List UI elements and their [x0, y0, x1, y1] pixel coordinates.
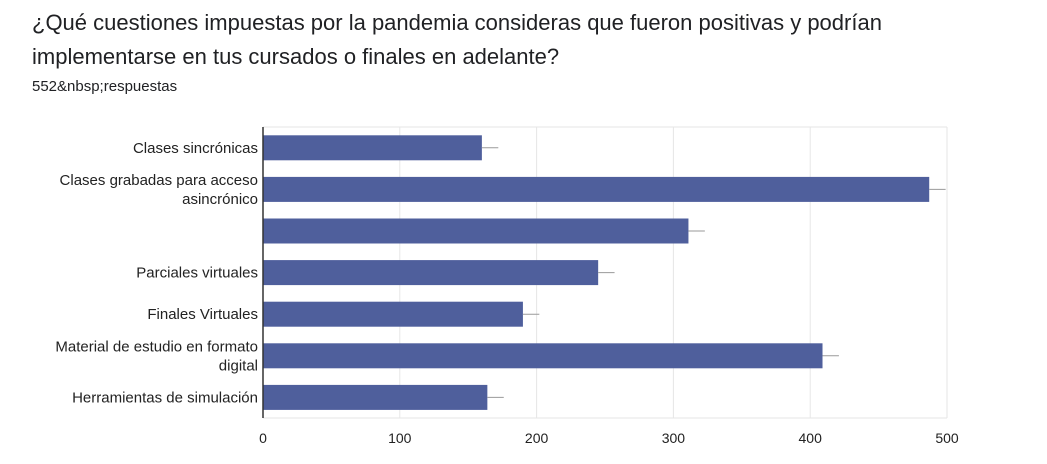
category-label-5-line-0: Material de estudio en formato	[55, 338, 258, 355]
x-tick-label-400: 400	[799, 430, 823, 446]
category-label-3: Parciales virtuales	[136, 265, 258, 282]
bar-4	[263, 301, 523, 327]
category-label-5: Material de estudio en formato digital	[55, 338, 258, 374]
response-count: 552&nbsp;respuestas	[32, 78, 178, 95]
category-label-5-line-1: digital	[219, 357, 258, 374]
x-tick-label-0: 0	[259, 430, 267, 446]
category-label-6: Herramientas de simulación	[72, 389, 258, 406]
bar-6	[263, 384, 488, 410]
bar-2	[263, 218, 689, 244]
x-tick-label-300: 300	[662, 430, 686, 446]
x-tick-label-200: 200	[525, 430, 549, 446]
question-title-line-2: implementarse en tus cursados o finales …	[32, 44, 560, 69]
bar-1	[263, 176, 930, 202]
question-title: ¿Qué cuestiones impuestas por la pandemi…	[32, 6, 1032, 74]
question-title-line-1: ¿Qué cuestiones impuestas por la pandemi…	[32, 10, 882, 35]
x-tick-label-100: 100	[388, 430, 412, 446]
category-label-4: Finales Virtuales	[147, 306, 258, 323]
category-label-1: Clases grabadas para acceso asincrónico	[60, 172, 258, 208]
category-label-0: Clases sincrónicas	[133, 140, 258, 157]
category-label-1-line-1: asincrónico	[182, 191, 258, 208]
bar-0	[263, 135, 482, 161]
bar-3	[263, 260, 599, 286]
x-tick-label-500: 500	[935, 430, 959, 446]
category-label-1-line-0: Clases grabadas para acceso	[60, 172, 258, 189]
bar-5	[263, 343, 823, 369]
